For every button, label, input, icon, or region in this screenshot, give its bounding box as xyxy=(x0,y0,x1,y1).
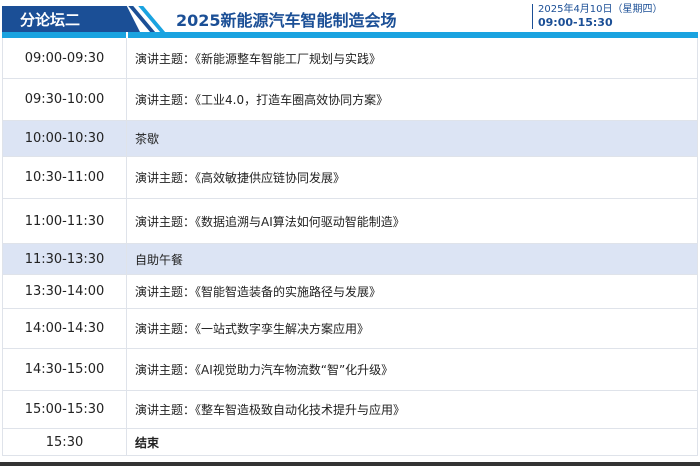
time-cell: 13:30-14:00 xyxy=(3,275,127,308)
time-cell: 15:30 xyxy=(3,429,127,455)
event-time: 09:00-15:30 xyxy=(538,16,613,29)
table-row: 14:00-14:30 演讲主题：《一站式数字孪生解决方案应用》 xyxy=(3,309,697,349)
content-cell: 演讲主题：《新能源整车智能工厂规划与实践》 xyxy=(135,51,382,66)
date-box: 2025年4月10日（星期四） 09:00-15:30 xyxy=(532,4,663,29)
content-cell: 演讲主题：《AI视觉助力汽车物流数“智”化升级》 xyxy=(135,363,394,377)
bottom-edge xyxy=(0,462,700,466)
time-cell: 11:00-11:30 xyxy=(3,199,127,243)
content-cell: 茶歇 xyxy=(135,132,160,146)
content-cell: 自助午餐 xyxy=(135,252,184,267)
table-row: 15:00-15:30 演讲主题：《整车智造极致自动化技术提升与应用》 xyxy=(3,391,697,429)
forum-tab xyxy=(2,6,120,32)
content-cell: 演讲主题：《一站式数字孪生解决方案应用》 xyxy=(135,322,370,336)
table-row: 14:30-15:00 演讲主题：《AI视觉助力汽车物流数“智”化升级》 xyxy=(3,349,697,391)
header-bar xyxy=(2,32,698,38)
time-cell: 09:00-09:30 xyxy=(3,38,127,78)
content-cell: 结束 xyxy=(135,435,160,450)
table-row: 09:00-09:30 演讲主题：《新能源整车智能工厂规划与实践》 xyxy=(3,38,697,79)
table-row: 11:30-13:30 自助午餐 xyxy=(3,244,697,275)
time-cell: 14:00-14:30 xyxy=(3,309,127,348)
event-date: 2025年4月10日（星期四） xyxy=(538,4,663,15)
time-cell: 09:30-10:00 xyxy=(3,79,127,120)
time-cell: 14:30-15:00 xyxy=(3,349,127,390)
schedule-table: 09:00-09:30 演讲主题：《新能源整车智能工厂规划与实践》 09:30-10… xyxy=(2,38,698,456)
forum-label: 分论坛二 xyxy=(20,11,81,29)
time-cell: 15:00-15:30 xyxy=(3,391,127,428)
header: 分论坛二 2025新能源汽车智能制造会场 2025年4月10日（星期四） 09:… xyxy=(0,0,700,34)
time-cell: 11:30-13:30 xyxy=(3,244,127,274)
content-cell: 演讲主题：《工业4.0，打造车圈高效协同方案》 xyxy=(135,93,389,107)
table-row: 09:30-10:00 演讲主题：《工业4.0，打造车圈高效协同方案》 xyxy=(3,79,697,121)
time-cell: 10:30-11:00 xyxy=(3,157,127,198)
table-row: 10:30-11:00 演讲主题：《高效敏捷供应链协同发展》 xyxy=(3,157,697,199)
table-row: 10:00-10:30 茶歇 xyxy=(3,121,697,157)
time-cell: 10:00-10:30 xyxy=(3,121,127,156)
table-row: 13:30-14:00 演讲主题：《智能智造装备的实施路径与发展》 xyxy=(3,275,697,309)
page-title: 2025新能源汽车智能制造会场 xyxy=(176,11,397,30)
content-cell: 演讲主题：《整车智造极致自动化技术提升与应用》 xyxy=(135,403,406,417)
content-cell: 演讲主题：《智能智造装备的实施路径与发展》 xyxy=(135,285,382,299)
content-cell: 演讲主题：《高效敏捷供应链协同发展》 xyxy=(135,171,346,185)
content-cell: 演讲主题：《数据追溯与AI算法如何驱动智能制造》 xyxy=(135,214,405,229)
table-row: 11:00-11:30 演讲主题：《数据追溯与AI算法如何驱动智能制造》 xyxy=(3,199,697,244)
table-row: 15:30 结束 xyxy=(3,429,697,456)
